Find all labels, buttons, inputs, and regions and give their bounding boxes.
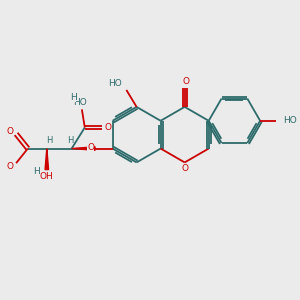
Polygon shape bbox=[72, 147, 95, 150]
Text: H: H bbox=[33, 167, 40, 176]
Text: O: O bbox=[87, 143, 94, 152]
Text: HO: HO bbox=[74, 98, 87, 107]
Text: O: O bbox=[6, 162, 13, 171]
Text: H: H bbox=[46, 136, 52, 145]
Text: O: O bbox=[182, 164, 189, 173]
Text: H: H bbox=[70, 93, 76, 102]
Text: HO: HO bbox=[284, 116, 297, 125]
Polygon shape bbox=[45, 148, 49, 170]
Text: O: O bbox=[105, 123, 112, 132]
Text: H: H bbox=[67, 136, 74, 145]
Text: O: O bbox=[6, 127, 13, 136]
Text: O: O bbox=[182, 77, 189, 86]
Text: OH: OH bbox=[39, 172, 53, 182]
Text: HO: HO bbox=[108, 79, 122, 88]
